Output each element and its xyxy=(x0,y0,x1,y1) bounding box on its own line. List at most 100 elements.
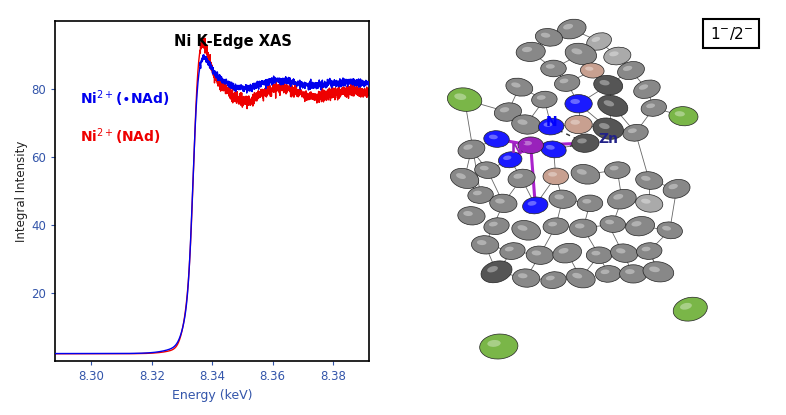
Ellipse shape xyxy=(673,297,707,321)
Ellipse shape xyxy=(537,95,545,100)
Ellipse shape xyxy=(468,187,494,203)
Ellipse shape xyxy=(490,194,517,212)
Ellipse shape xyxy=(631,221,641,227)
Ellipse shape xyxy=(663,179,690,198)
Ellipse shape xyxy=(554,194,564,200)
Ellipse shape xyxy=(575,223,585,229)
Ellipse shape xyxy=(608,189,636,209)
Text: Zn: Zn xyxy=(598,132,619,146)
Ellipse shape xyxy=(601,269,609,274)
Ellipse shape xyxy=(518,273,527,278)
Ellipse shape xyxy=(616,248,626,254)
Ellipse shape xyxy=(512,115,541,134)
Ellipse shape xyxy=(674,111,685,117)
Ellipse shape xyxy=(636,195,663,212)
Ellipse shape xyxy=(610,166,619,171)
Ellipse shape xyxy=(523,141,532,146)
Ellipse shape xyxy=(611,244,637,262)
Ellipse shape xyxy=(571,99,580,104)
Ellipse shape xyxy=(571,134,599,152)
Ellipse shape xyxy=(544,122,553,127)
Ellipse shape xyxy=(634,80,660,98)
Ellipse shape xyxy=(586,247,612,264)
Ellipse shape xyxy=(512,269,540,287)
Ellipse shape xyxy=(457,207,485,225)
Ellipse shape xyxy=(571,48,582,54)
Ellipse shape xyxy=(463,211,473,216)
Ellipse shape xyxy=(582,199,591,203)
Ellipse shape xyxy=(543,218,568,234)
Ellipse shape xyxy=(604,162,630,178)
Ellipse shape xyxy=(657,222,682,239)
Ellipse shape xyxy=(483,131,509,147)
Ellipse shape xyxy=(592,37,601,42)
Ellipse shape xyxy=(643,262,674,282)
Ellipse shape xyxy=(512,220,541,240)
Text: Ni K-Edge XAS: Ni K-Edge XAS xyxy=(174,34,292,49)
Ellipse shape xyxy=(553,243,582,263)
Text: Ni$^{2+}$(NAd): Ni$^{2+}$(NAd) xyxy=(80,126,161,147)
Ellipse shape xyxy=(567,268,595,288)
Ellipse shape xyxy=(549,190,576,208)
Ellipse shape xyxy=(541,141,566,158)
Ellipse shape xyxy=(479,166,489,171)
Ellipse shape xyxy=(454,93,466,100)
Ellipse shape xyxy=(538,118,564,135)
Ellipse shape xyxy=(559,248,568,254)
Ellipse shape xyxy=(580,63,604,78)
Ellipse shape xyxy=(577,138,587,144)
Ellipse shape xyxy=(618,61,645,80)
Ellipse shape xyxy=(477,240,487,245)
Ellipse shape xyxy=(586,33,612,50)
Ellipse shape xyxy=(503,156,512,160)
Ellipse shape xyxy=(546,276,555,281)
Ellipse shape xyxy=(623,66,632,71)
Ellipse shape xyxy=(604,100,614,106)
Ellipse shape xyxy=(625,269,634,274)
Ellipse shape xyxy=(546,145,555,150)
Ellipse shape xyxy=(495,198,505,204)
Ellipse shape xyxy=(489,134,498,139)
Ellipse shape xyxy=(600,80,610,85)
Ellipse shape xyxy=(494,103,521,121)
Ellipse shape xyxy=(596,266,621,282)
Ellipse shape xyxy=(623,124,648,141)
Ellipse shape xyxy=(565,43,597,65)
Ellipse shape xyxy=(577,169,587,175)
Ellipse shape xyxy=(609,51,619,56)
Ellipse shape xyxy=(619,265,647,283)
Ellipse shape xyxy=(605,220,614,225)
Ellipse shape xyxy=(506,78,533,96)
Ellipse shape xyxy=(518,137,543,154)
Ellipse shape xyxy=(475,162,500,178)
X-axis label: Energy (keV): Energy (keV) xyxy=(172,388,252,402)
Ellipse shape xyxy=(591,251,601,255)
Ellipse shape xyxy=(523,197,548,214)
Ellipse shape xyxy=(565,115,593,134)
Ellipse shape xyxy=(563,24,573,29)
Ellipse shape xyxy=(500,243,525,259)
Ellipse shape xyxy=(531,250,542,256)
Ellipse shape xyxy=(447,88,482,111)
Ellipse shape xyxy=(662,226,671,231)
Ellipse shape xyxy=(613,194,623,200)
Ellipse shape xyxy=(599,123,610,129)
Ellipse shape xyxy=(517,120,527,125)
Ellipse shape xyxy=(517,225,527,231)
Ellipse shape xyxy=(572,273,582,278)
Ellipse shape xyxy=(543,168,568,185)
Ellipse shape xyxy=(548,172,557,177)
Ellipse shape xyxy=(463,144,472,150)
Ellipse shape xyxy=(479,334,518,359)
Ellipse shape xyxy=(505,247,514,251)
Ellipse shape xyxy=(516,42,545,61)
Ellipse shape xyxy=(473,190,482,195)
Ellipse shape xyxy=(585,67,593,71)
Ellipse shape xyxy=(597,95,628,116)
Ellipse shape xyxy=(668,184,678,189)
Ellipse shape xyxy=(628,128,637,133)
Ellipse shape xyxy=(646,103,655,108)
Ellipse shape xyxy=(560,78,568,83)
Ellipse shape xyxy=(604,47,631,65)
Ellipse shape xyxy=(531,91,557,108)
